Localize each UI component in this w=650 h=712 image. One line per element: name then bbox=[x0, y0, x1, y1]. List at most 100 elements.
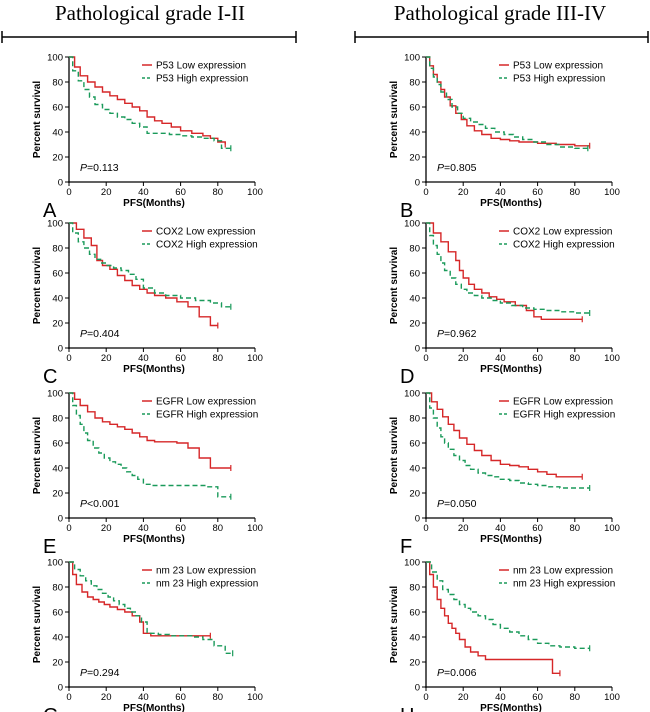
x-tick-label: 40 bbox=[138, 692, 149, 703]
x-tick-label: 20 bbox=[458, 187, 469, 198]
y-tick-label: 40 bbox=[409, 127, 420, 138]
x-tick-label: 80 bbox=[570, 353, 581, 364]
y-axis-title: Percent survival bbox=[389, 247, 400, 324]
y-tick-label: 60 bbox=[409, 607, 420, 618]
x-axis-title: PFS(Months) bbox=[480, 198, 542, 209]
x-axis-title: PFS(Months) bbox=[480, 534, 542, 545]
y-tick-label: 80 bbox=[52, 243, 63, 254]
km-curve-high bbox=[69, 392, 231, 498]
p-value-prefix: P bbox=[437, 498, 444, 510]
legend-label-low: EGFR Low expression bbox=[156, 397, 256, 408]
x-tick-label: 20 bbox=[101, 187, 112, 198]
km-curve-high bbox=[69, 56, 231, 149]
y-tick-label: 60 bbox=[409, 102, 420, 113]
x-axis-title: PFS(Months) bbox=[480, 364, 542, 375]
x-tick-label: 100 bbox=[247, 692, 263, 703]
x-axis-title: PFS(Months) bbox=[123, 534, 185, 545]
p-value-prefix: P bbox=[80, 162, 87, 174]
x-tick-label: 100 bbox=[604, 692, 620, 703]
y-axis-title: Percent survival bbox=[389, 81, 400, 158]
y-tick-label: 0 bbox=[58, 513, 63, 524]
panel-c: 0 20 40 60 80 100 0 20 40 60 80 100 PFS(Months) Perce… bbox=[32, 218, 263, 388]
y-tick-label: 20 bbox=[409, 318, 420, 329]
y-tick-label: 0 bbox=[415, 177, 420, 188]
legend-label-high: EGFR High expression bbox=[513, 410, 615, 421]
x-tick-label: 20 bbox=[101, 353, 112, 364]
x-tick-label: 0 bbox=[423, 353, 428, 364]
x-tick-label: 60 bbox=[175, 523, 186, 534]
km-curve-high bbox=[426, 561, 590, 649]
x-tick-label: 60 bbox=[175, 187, 186, 198]
km-curve-low bbox=[426, 561, 560, 674]
y-tick-label: 0 bbox=[415, 682, 420, 693]
y-tick-label: 20 bbox=[409, 488, 420, 499]
legend-label-low: P53 Low expression bbox=[156, 61, 246, 72]
km-curve-low bbox=[69, 222, 218, 327]
x-tick-label: 60 bbox=[532, 187, 543, 198]
km-curve-low bbox=[69, 392, 231, 469]
legend-label-high: nm 23 High expression bbox=[513, 579, 615, 590]
panel-letter: H bbox=[400, 705, 414, 712]
y-tick-label: 40 bbox=[52, 632, 63, 643]
panel-g: 0 20 40 60 80 100 0 20 40 60 80 100 PFS(Months) Perce… bbox=[32, 557, 263, 712]
km-curve-high bbox=[69, 222, 231, 308]
y-axis-title: Percent survival bbox=[32, 81, 43, 158]
p-value-number: =0.006 bbox=[444, 667, 477, 679]
legend-label-low: COX2 Low expression bbox=[156, 227, 256, 238]
x-tick-label: 20 bbox=[101, 692, 112, 703]
p-value-number: =0.404 bbox=[87, 328, 120, 340]
p-value-number: =0.962 bbox=[444, 328, 477, 340]
x-tick-label: 0 bbox=[66, 523, 71, 534]
x-tick-label: 80 bbox=[213, 523, 224, 534]
y-tick-label: 0 bbox=[58, 177, 63, 188]
y-tick-label: 20 bbox=[52, 488, 63, 499]
x-tick-label: 60 bbox=[532, 353, 543, 364]
p-value-label: P=0.050 bbox=[437, 498, 477, 510]
y-axis-title: Percent survival bbox=[389, 586, 400, 663]
y-tick-label: 80 bbox=[409, 243, 420, 254]
x-axis-title: PFS(Months) bbox=[480, 703, 542, 712]
y-tick-label: 80 bbox=[409, 77, 420, 88]
p-value-prefix: P bbox=[80, 328, 87, 340]
x-tick-label: 80 bbox=[213, 353, 224, 364]
x-tick-label: 40 bbox=[495, 523, 506, 534]
panel-letter: C bbox=[43, 366, 57, 388]
x-tick-label: 40 bbox=[138, 187, 149, 198]
y-tick-label: 40 bbox=[52, 127, 63, 138]
panel-letter: D bbox=[400, 366, 414, 388]
km-curve-low bbox=[426, 222, 583, 320]
panel-letter: G bbox=[43, 705, 59, 712]
x-tick-label: 40 bbox=[495, 187, 506, 198]
group-title-left: Pathological grade I-II bbox=[55, 1, 245, 25]
y-axis-title: Percent survival bbox=[32, 586, 43, 663]
x-tick-label: 60 bbox=[175, 692, 186, 703]
legend-label-high: EGFR High expression bbox=[156, 410, 258, 421]
x-tick-label: 100 bbox=[604, 187, 620, 198]
x-tick-label: 20 bbox=[458, 523, 469, 534]
y-tick-label: 40 bbox=[52, 463, 63, 474]
x-tick-label: 100 bbox=[247, 523, 263, 534]
x-tick-label: 20 bbox=[458, 692, 469, 703]
x-tick-label: 0 bbox=[423, 523, 428, 534]
p-value-label: P=0.962 bbox=[437, 328, 477, 340]
km-panels: 0 20 40 60 80 100 0 20 40 60 80 100 PFS(Months) Perce… bbox=[32, 52, 620, 712]
x-axis-title: PFS(Months) bbox=[123, 703, 185, 712]
p-value-number: =0.294 bbox=[87, 667, 120, 679]
p-value-number: =0.113 bbox=[87, 162, 119, 174]
panel-e: 0 20 40 60 80 100 0 20 40 60 80 100 PFS(Months) Perce… bbox=[32, 388, 263, 558]
p-value-label: P=0.294 bbox=[80, 667, 120, 679]
panel-f: 0 20 40 60 80 100 0 20 40 60 80 100 PFS(Months) Perce… bbox=[389, 388, 620, 558]
x-tick-label: 20 bbox=[458, 353, 469, 364]
y-tick-label: 60 bbox=[52, 268, 63, 279]
y-tick-label: 100 bbox=[47, 52, 63, 63]
x-tick-label: 40 bbox=[495, 353, 506, 364]
legend-label-high: P53 High expression bbox=[156, 74, 248, 85]
km-curve-high bbox=[426, 222, 590, 314]
y-tick-label: 40 bbox=[409, 293, 420, 304]
y-tick-label: 80 bbox=[52, 413, 63, 424]
y-axis-title: Percent survival bbox=[389, 417, 400, 494]
x-tick-label: 80 bbox=[213, 187, 224, 198]
y-tick-label: 0 bbox=[415, 343, 420, 354]
x-tick-label: 80 bbox=[570, 187, 581, 198]
x-tick-label: 60 bbox=[532, 692, 543, 703]
